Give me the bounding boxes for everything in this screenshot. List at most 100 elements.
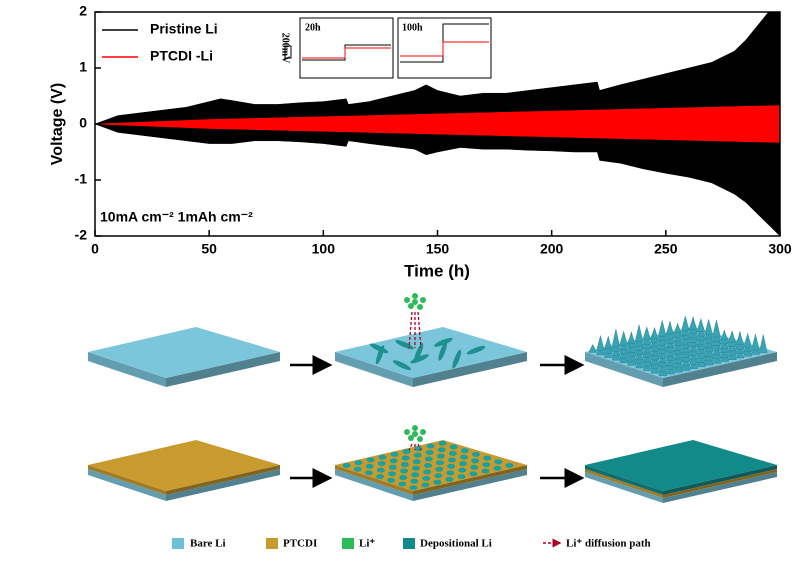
slab-side: [585, 465, 663, 495]
x-tick-label: 250: [654, 241, 678, 257]
spike: [611, 329, 621, 348]
deposit: [412, 459, 421, 465]
y-tick-label: 2: [79, 3, 87, 19]
deposit: [481, 468, 490, 474]
x-tick-label: 300: [768, 241, 792, 257]
spike: [704, 318, 713, 335]
spike: [642, 326, 652, 341]
deposit: [424, 456, 433, 462]
x-tick-label: 100: [312, 241, 336, 257]
deposit: [458, 467, 467, 473]
spike: [681, 357, 691, 367]
deposit: [422, 475, 431, 481]
slab-side: [413, 469, 527, 501]
deposit: [505, 463, 514, 469]
slab-top: [335, 327, 527, 378]
slab-top: [585, 440, 777, 491]
deposit: [483, 455, 492, 461]
deposit: [437, 447, 446, 453]
inset-label: 20h: [305, 22, 321, 33]
spike: [751, 333, 760, 351]
slab-side: [413, 465, 527, 495]
spike: [665, 339, 675, 348]
slab-side: [663, 352, 777, 387]
deposit: [399, 475, 408, 481]
deposit: [354, 460, 363, 466]
spike: [635, 350, 644, 360]
deposit: [388, 471, 396, 477]
spike: [665, 321, 675, 335]
y-tick-label: 0: [79, 115, 87, 131]
li-ion: [404, 297, 410, 303]
y-tick-label: -2: [75, 227, 88, 243]
dendrite: [369, 343, 389, 354]
y-tick-label: -1: [75, 171, 88, 187]
slab-side: [413, 352, 527, 387]
deposit: [398, 481, 407, 487]
deposit: [389, 458, 398, 464]
spike: [603, 337, 613, 350]
deposit: [414, 446, 423, 452]
dendrite: [466, 345, 486, 355]
diffusion-path: [408, 443, 413, 451]
inset-scale: 200mV: [280, 33, 291, 64]
x-tick-label: 0: [91, 241, 99, 257]
spike: [727, 331, 737, 343]
deposit: [377, 461, 386, 467]
dendrite: [438, 341, 447, 361]
slab-side: [663, 472, 777, 503]
spike: [735, 332, 745, 345]
li-ion: [408, 303, 414, 309]
slab-side: [166, 352, 280, 387]
li-ion: [404, 429, 410, 435]
deposit: [447, 463, 456, 469]
slab-top: [88, 327, 280, 378]
li-ion: [420, 297, 426, 303]
diagram-legend: Bare Li PTCDI Li⁺ Depositional Li Li⁺ di…: [172, 538, 651, 550]
legend-label: Bare Li: [190, 538, 226, 550]
slab-top: [88, 440, 280, 491]
deposit: [401, 455, 410, 461]
deposit: [402, 449, 411, 455]
deposit: [469, 471, 478, 477]
spike: [696, 318, 706, 332]
spike: [743, 332, 752, 348]
spike: [611, 347, 621, 357]
deposit: [457, 474, 466, 480]
inset-label: 100h: [402, 22, 423, 33]
deposit: [353, 466, 362, 472]
deposit: [364, 470, 373, 476]
legend-label: PTCDI -Li: [150, 48, 213, 64]
deposit: [459, 461, 468, 467]
dendrite: [433, 337, 453, 347]
spike: [712, 346, 722, 355]
legend-label: PTCDI: [283, 538, 317, 550]
deposit: [342, 462, 351, 468]
spike: [657, 320, 667, 337]
deposit: [482, 462, 491, 468]
slab-side: [88, 352, 166, 387]
deposit: [434, 473, 443, 479]
spike: [588, 343, 598, 353]
slab-side: [585, 472, 663, 503]
spike: [673, 324, 682, 333]
deposit: [413, 452, 422, 458]
deposit: [365, 463, 374, 469]
deposit: [493, 465, 502, 471]
inset: 20h 100h 200mV: [280, 17, 492, 79]
spike: [719, 331, 729, 340]
slab-side: [166, 465, 280, 495]
diffusion-path: [417, 443, 422, 451]
deposit: [436, 460, 444, 466]
deposit: [435, 466, 444, 472]
slab-side: [88, 465, 166, 495]
x-tick-label: 200: [540, 241, 564, 257]
spike: [688, 317, 698, 330]
chart: 0 50 100 150 200 250 300 -2 -1 0 1 2 Pristine Li PTCD…: [75, 3, 792, 257]
li-ion: [412, 299, 418, 305]
deposit: [424, 463, 432, 468]
slab-side: [335, 469, 413, 501]
li-ion: [412, 431, 418, 437]
li-ion: [417, 304, 423, 310]
